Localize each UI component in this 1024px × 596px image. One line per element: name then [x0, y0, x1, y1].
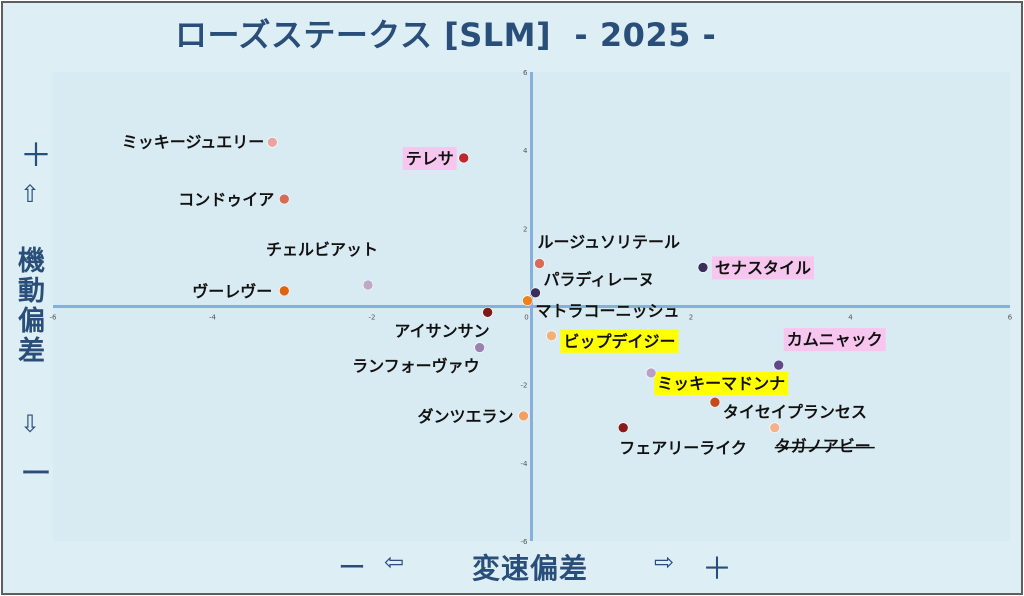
down-arrow-icon: ⇩: [20, 410, 41, 438]
x-tick-label: 2: [689, 314, 693, 322]
data-point: [530, 287, 541, 299]
right-arrow-icon: ⇨: [654, 548, 675, 576]
label-highlight: [654, 371, 789, 395]
data-point: [267, 137, 278, 148]
data-point: [474, 342, 485, 353]
data-point: [482, 307, 493, 318]
y-axis-plus-sign: ＋: [20, 136, 53, 174]
data-point: [769, 422, 781, 433]
y-axis-label: 機動偏差: [13, 246, 44, 366]
up-arrow-icon: ⇧: [20, 180, 41, 208]
y-tick-label: 4: [523, 147, 528, 155]
data-point: [617, 422, 629, 433]
point-label: ミッキージュエリー: [122, 132, 265, 151]
x-tick-label: 4: [848, 314, 853, 322]
x-tick-label: 0: [524, 314, 528, 322]
left-arrow-icon: ⇦: [384, 548, 405, 576]
point-label: ヴーレヴー: [192, 282, 272, 301]
data-point: [278, 285, 290, 297]
data-point: [645, 367, 657, 379]
x-tick-label: -6: [50, 314, 58, 322]
point-label: セナスタイル: [715, 258, 811, 277]
point-label: タガノアビー: [775, 437, 871, 456]
point-label: パラディレーヌ: [543, 270, 654, 289]
x-tick-label: -4: [209, 314, 217, 322]
data-point: [773, 359, 785, 371]
point-label: チェルビアット: [266, 240, 378, 259]
label-highlight: [402, 146, 457, 170]
label-highlight: [783, 328, 886, 352]
chart-title: ローズステークス [SLM] - 2025 -: [175, 16, 717, 54]
y-tick-label: 6: [523, 69, 528, 77]
point-label: ダンツエラン: [418, 407, 514, 426]
x-tick-label: 6: [1008, 314, 1013, 322]
point-label: ミッキーマドンナ: [657, 374, 785, 393]
point-label: マトラコーニッシュ: [536, 302, 680, 321]
point-label: テレサ: [406, 149, 454, 168]
y-tick-label: 2: [523, 225, 527, 233]
point-label: フェアリーライク: [619, 439, 747, 458]
data-point: [546, 330, 557, 342]
data-point: [518, 410, 529, 422]
data-point: [522, 295, 533, 306]
y-tick-label: -6: [521, 538, 529, 546]
data-point: [709, 396, 721, 408]
data-point: [534, 258, 545, 269]
label-highlight: [711, 256, 814, 280]
x-axis-label: 変速偏差: [472, 552, 589, 585]
data-point: [362, 279, 374, 291]
x-tick-label: -2: [369, 314, 376, 322]
point-label: カムニャック: [787, 330, 883, 349]
data-point: [697, 262, 709, 273]
label-highlight: [560, 329, 679, 353]
x-axis-plus-sign: ＋: [702, 552, 732, 587]
point-label: コンドゥイア: [178, 190, 274, 209]
point-label: アイサンサン: [394, 321, 489, 340]
y-tick-label: -2: [521, 382, 528, 390]
point-label: ランフォーヴァウ: [352, 357, 480, 376]
y-axis-minus-sign: ー: [20, 454, 53, 492]
y-tick-label: -4: [521, 460, 529, 468]
x-axis-minus-sign: ー: [338, 551, 367, 584]
data-point: [278, 193, 290, 205]
point-label: ルージュソリテール: [537, 233, 680, 252]
point-label: タイセイプランセス: [723, 402, 867, 421]
data-point: [458, 152, 470, 164]
point-label: ビップデイジー: [563, 332, 675, 351]
